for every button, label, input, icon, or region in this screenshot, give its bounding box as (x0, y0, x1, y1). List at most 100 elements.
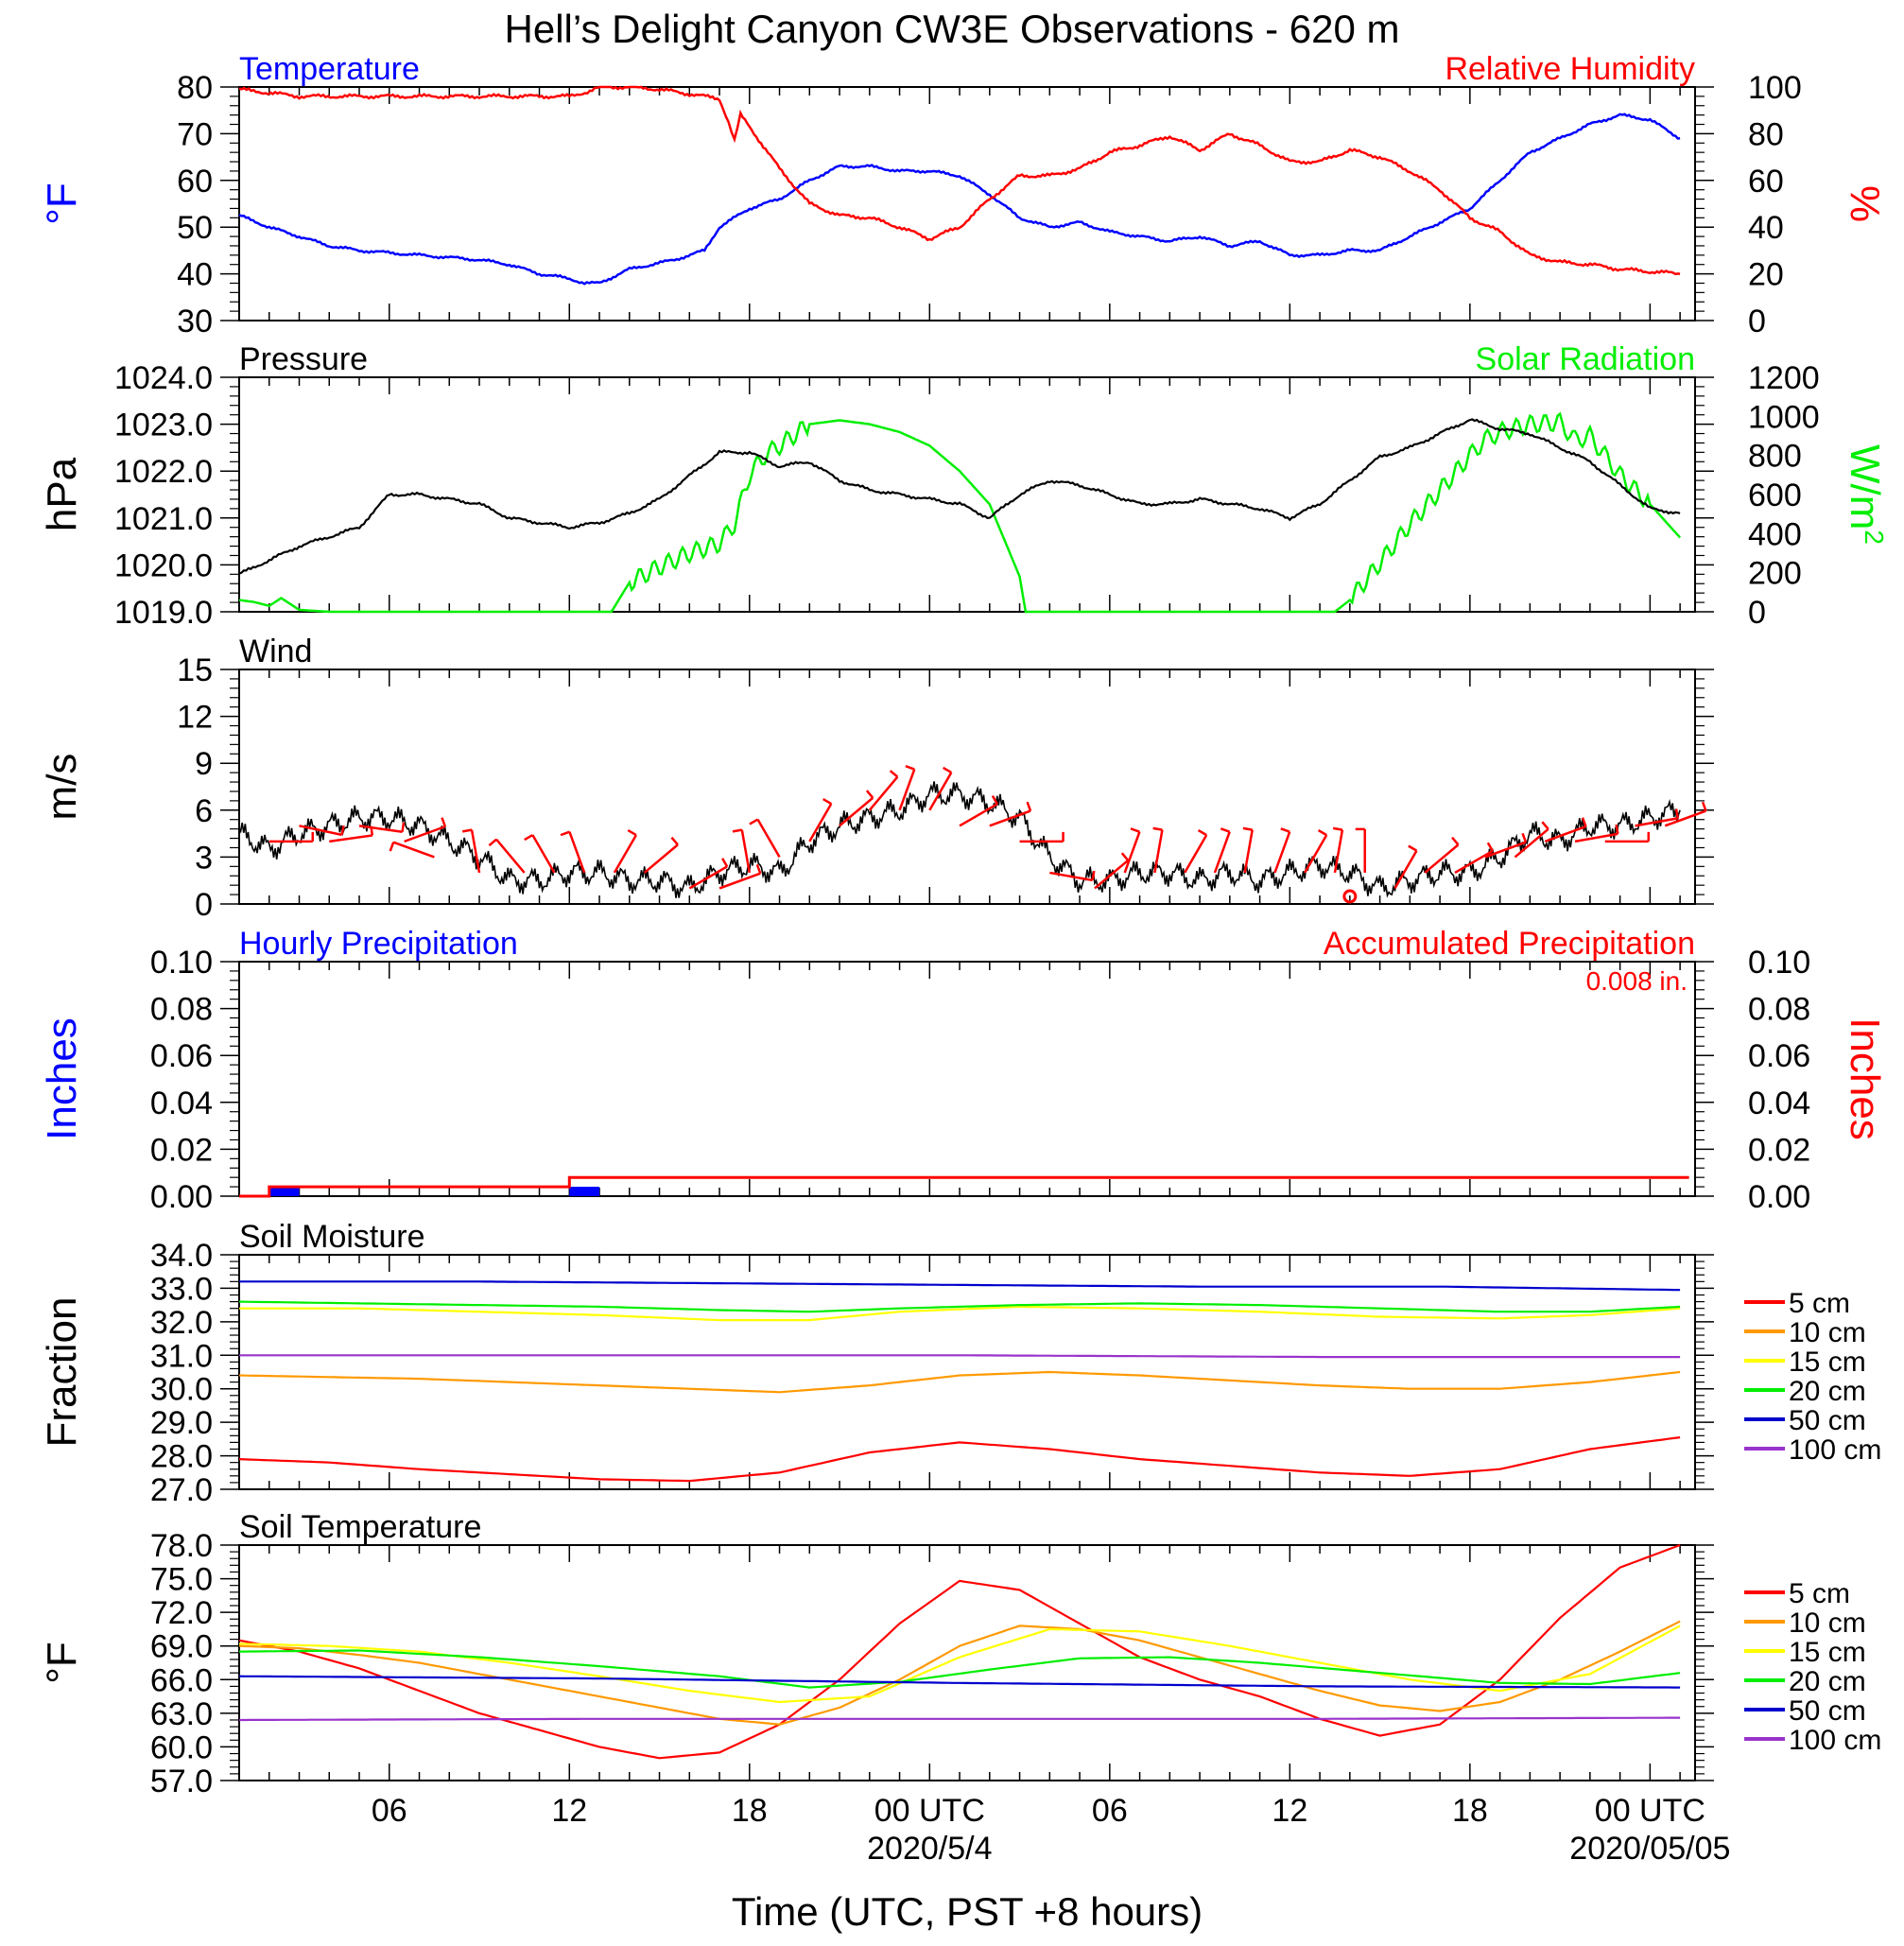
legend-label: 50 cm (1789, 1695, 1866, 1727)
y-tick-label: 33.0 (150, 1271, 213, 1307)
wind-barb-flag (401, 822, 406, 832)
wind-barb-flag (560, 830, 570, 837)
wind-barb (1243, 829, 1254, 874)
wind-barb-flag (1280, 827, 1290, 833)
panel-left-title: Soil Moisture (239, 1219, 425, 1255)
y-tick-label: 0.04 (150, 1086, 213, 1121)
wind-barb (613, 834, 637, 874)
legend-label: 10 cm (1789, 1317, 1866, 1348)
series-d15 (239, 1305, 1681, 1322)
plot-frame (238, 669, 1696, 905)
panel-wind: 0 3 6 9 12 15 Wind m/s (39, 634, 1714, 923)
wind-barb-flag (943, 766, 952, 774)
wind-barb (1304, 834, 1328, 874)
wind-barb-flag (1674, 808, 1680, 819)
legend-label: 5 cm (1789, 1288, 1850, 1319)
legend-label: 20 cm (1789, 1376, 1866, 1407)
wind-barb (1094, 859, 1129, 890)
y-right-tick-label: 0.02 (1748, 1132, 1810, 1168)
y-tick-label: 3 (195, 840, 213, 876)
wind-barb (568, 831, 586, 874)
series-accumulated-precip (239, 1175, 1689, 1198)
y-right-tick-label: 0.04 (1748, 1086, 1810, 1121)
series-pressure (238, 418, 1681, 575)
y-axis-label-superscript: 2 (1861, 530, 1890, 545)
series-d50 (239, 1280, 1681, 1292)
plot-frame (238, 376, 1696, 613)
y-right-tick-label: 1200 (1748, 360, 1820, 396)
y-tick-label: 0.10 (150, 945, 213, 981)
wind-barb (1333, 829, 1344, 874)
wind-barb-flag (389, 842, 395, 852)
x-tick-label: 18 (732, 1793, 768, 1829)
y-right-tick-label: 0.06 (1748, 1038, 1810, 1074)
y-tick-label: 40 (177, 257, 213, 293)
y-right-tick-label: 0.00 (1748, 1179, 1810, 1215)
x-tick-label: 18 (1452, 1793, 1488, 1829)
plot-frame (238, 961, 1696, 1197)
wind-barb-flag (670, 836, 679, 846)
x-tick-label: 06 (1092, 1793, 1128, 1829)
page-title: Hell’s Delight Canyon CW3E Observations … (505, 7, 1400, 51)
wind-barb (740, 829, 752, 874)
y-tick-label: 31.0 (150, 1338, 213, 1374)
wind-barb-flag (1541, 821, 1549, 830)
x-tick-label: 00 UTC (1595, 1793, 1705, 1829)
wind-barb (329, 834, 372, 843)
legend-label: 50 cm (1789, 1405, 1866, 1436)
y-axis-label: °F (39, 1642, 85, 1683)
y-right-tick-label: 0 (1748, 304, 1766, 339)
y-tick-label: 1021.0 (114, 501, 213, 537)
legend-label: 15 cm (1789, 1347, 1866, 1378)
wind-barb (1544, 825, 1586, 843)
x-date-label: 2020/05/05 (1569, 1831, 1730, 1867)
plot-frame (238, 86, 1696, 321)
x-tick-label: 12 (1272, 1793, 1307, 1829)
hourly-precip-bar (268, 1187, 300, 1196)
y-tick-label: 60.0 (150, 1729, 213, 1765)
wind-barb (531, 834, 556, 874)
legend-label: 20 cm (1789, 1666, 1866, 1697)
wind-barb (718, 872, 761, 890)
y-right-tick-label: 0.10 (1748, 945, 1810, 981)
series-d100 (239, 1716, 1681, 1722)
panel-soil-moisture: 27.028.029.030.031.032.033.034.0 Soil Moi… (39, 1219, 1881, 1508)
y-right-tick-label: 400 (1748, 516, 1802, 552)
y-tick-label: 1020.0 (114, 547, 213, 583)
y-tick-label: 1023.0 (114, 408, 213, 443)
y-tick-label: 15 (177, 652, 213, 688)
wind-barb (358, 825, 403, 833)
wind-barb-flag (1581, 817, 1587, 827)
series-d20 (239, 1649, 1681, 1689)
wind-barb-flag (524, 834, 534, 842)
wind-barb-flag (1701, 801, 1707, 812)
wind-barb-flag (1451, 836, 1460, 846)
legend-label: 15 cm (1789, 1637, 1866, 1668)
wind-barb (1424, 843, 1460, 874)
wind-barb-flag (1120, 852, 1130, 861)
wind-barb (1484, 841, 1527, 859)
wind-barb (1635, 817, 1679, 827)
wind-barb (1664, 809, 1706, 827)
panel-precipitation: 0.00 0.02 0.04 0.06 0.08 0.10 0.00 0.02 0.04 0.06… (39, 926, 1888, 1215)
panel-right-title: Relative Humidity (1445, 51, 1695, 87)
wind-barb (1153, 829, 1164, 874)
y-tick-label: 80 (177, 70, 213, 106)
wind-barb (1393, 850, 1418, 890)
wind-barb (989, 809, 1031, 827)
y-tick-label: 12 (177, 700, 213, 736)
y-tick-label: 29.0 (150, 1405, 213, 1441)
x-tick-label: 00 UTC (874, 1793, 985, 1829)
y-right-tick-label: 20 (1748, 257, 1784, 293)
wind-barb (756, 818, 781, 859)
wind-barb (404, 825, 446, 843)
y-tick-label: 28.0 (150, 1439, 213, 1475)
wind-barb (1184, 834, 1208, 874)
plot-frame (238, 1544, 1696, 1781)
wind-barb-flag (1332, 826, 1343, 831)
panel-left-title: Temperature (239, 51, 420, 87)
y-tick-label: 0.08 (150, 992, 213, 1028)
y-tick-label: 6 (195, 793, 213, 829)
series-solar-radiation (238, 411, 1682, 614)
panel-left-title: Hourly Precipitation (239, 926, 518, 962)
